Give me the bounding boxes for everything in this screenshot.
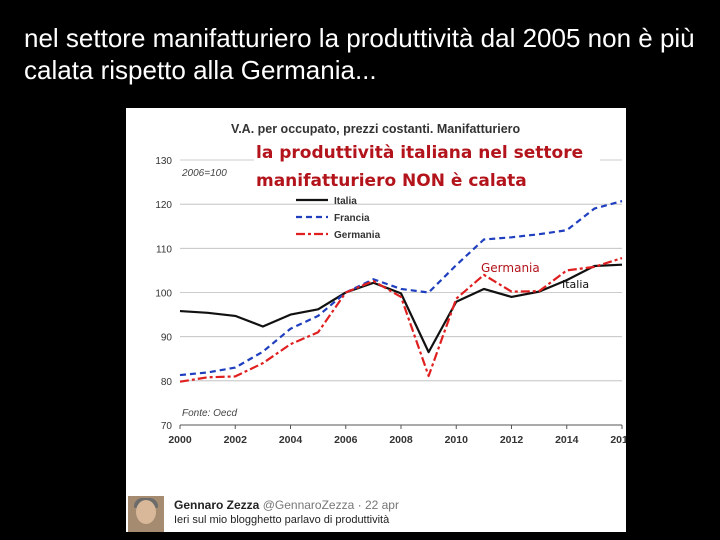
- annotation-overlay: la produttività italiana nel settore man…: [254, 136, 600, 291]
- legend-label-italia: Italia: [334, 196, 357, 207]
- x-tick-label: 2016: [610, 434, 626, 446]
- chart-screenshot: V.A. per occupato, prezzi costanti. Mani…: [126, 108, 626, 532]
- legend-label-germania: Germania: [334, 230, 381, 241]
- series-lines: [179, 200, 623, 383]
- x-tick-label: 2010: [445, 434, 469, 446]
- tweet-date[interactable]: · 22 apr: [357, 498, 399, 512]
- x-tick-label: 2006: [334, 434, 358, 446]
- tweet-author[interactable]: Gennaro Zezza: [174, 498, 260, 512]
- tweet-card: Gennaro Zezza @GennaroZezza · 22 apr Ier…: [126, 492, 626, 532]
- productivity-line-chart: V.A. per occupato, prezzi costanti. Mani…: [155, 122, 626, 446]
- base-note: 2006=100: [181, 168, 227, 179]
- x-tick-label: 2000: [168, 434, 192, 446]
- x-tick-label: 2004: [279, 434, 303, 446]
- series-line-italia: [179, 263, 623, 354]
- annotation-label-italia: Italia: [562, 278, 589, 291]
- y-tick-label: 120: [155, 200, 172, 211]
- slide-title: nel settore manifatturiero la produttivi…: [24, 23, 695, 85]
- chart-title: V.A. per occupato, prezzi costanti. Mani…: [231, 122, 521, 136]
- x-axis-ticks: 2000 2002 2004 2006 2008 2010 2012 2014 2016: [168, 425, 626, 446]
- series-line-germania: [179, 257, 623, 383]
- x-tick-label: 2008: [389, 434, 413, 446]
- annotation-background: [254, 136, 600, 194]
- y-tick-label: 80: [161, 377, 173, 388]
- series-line-francia: [179, 200, 623, 377]
- tweet-header: Gennaro Zezza @GennaroZezza · 22 apr: [174, 498, 399, 512]
- x-tick-label: 2014: [555, 434, 579, 446]
- annotation-title-line2: manifatturiero NON è calata: [256, 171, 527, 191]
- y-tick-label: 90: [161, 333, 173, 344]
- tweet-handle[interactable]: @GennaroZezza: [262, 498, 355, 512]
- y-tick-label: 70: [161, 421, 173, 432]
- gridlines: [180, 159, 622, 426]
- x-tick-label: 2012: [500, 434, 524, 446]
- x-tick-label: 2002: [224, 434, 248, 446]
- annotation-title-line1: la produttività italiana nel settore: [256, 143, 583, 163]
- source-note: Fonte: Oecd: [182, 408, 237, 419]
- legend: Italia Francia Germania: [296, 196, 381, 241]
- y-tick-label: 100: [155, 289, 172, 300]
- y-axis-ticks: 130 120 110 100 90 80 70: [155, 156, 172, 432]
- avatar[interactable]: [128, 496, 164, 532]
- annotation-label-germania: Germania: [481, 261, 540, 275]
- y-tick-label: 110: [156, 244, 172, 255]
- y-tick-label: 130: [155, 156, 172, 167]
- legend-label-francia: Francia: [334, 213, 370, 224]
- tweet-text: Ieri sul mio blogghetto parlavo di produ…: [174, 514, 390, 526]
